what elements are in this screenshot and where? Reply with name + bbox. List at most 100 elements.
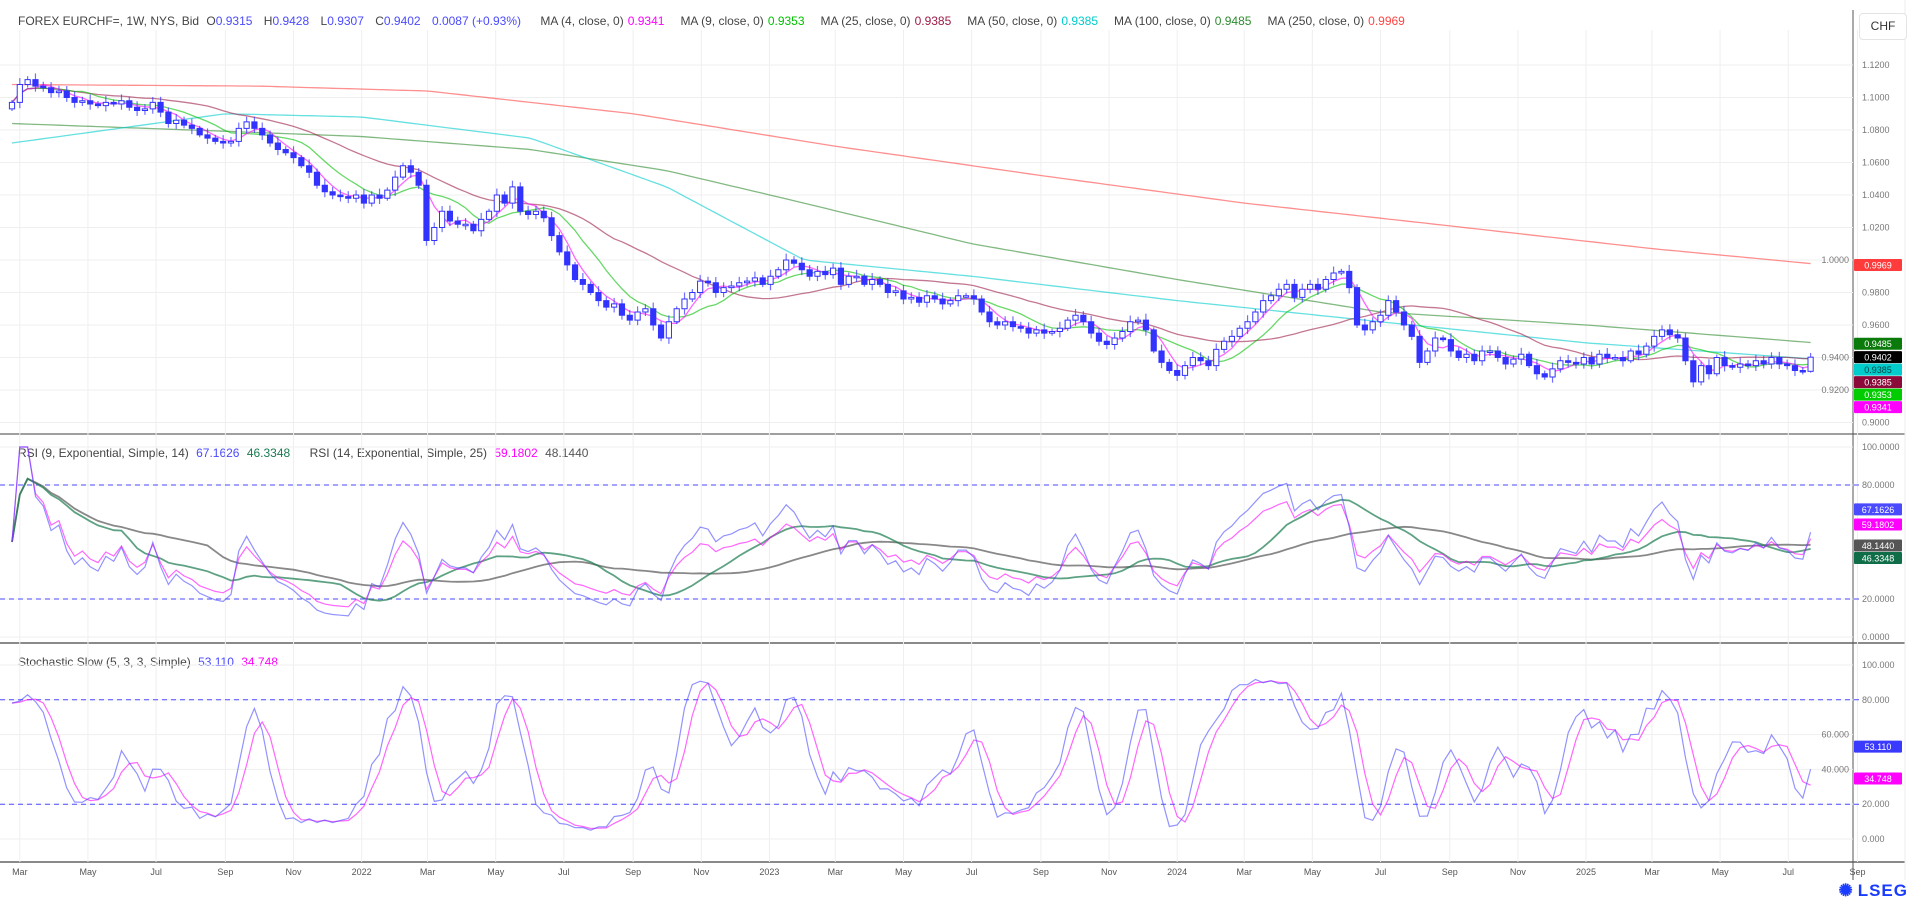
candle-body xyxy=(1705,365,1713,375)
candle-body xyxy=(1260,300,1267,313)
high-value: 0.9428 xyxy=(272,14,310,28)
price-tick-label: 1.0600 xyxy=(1862,158,1890,168)
price-badge-label: 0.9969 xyxy=(1864,261,1892,271)
candle-body xyxy=(110,101,117,105)
candle-body xyxy=(188,124,195,129)
chart-header: FOREX EURCHF=, 1W, NYS, Bid O0.9315 H0.9… xyxy=(18,14,1413,28)
candle-body xyxy=(235,127,242,142)
candle-body xyxy=(1721,357,1728,367)
candle-body xyxy=(603,300,610,308)
candle-body xyxy=(392,176,399,191)
price-value-badge xyxy=(1854,388,1902,401)
candle-body xyxy=(259,127,266,136)
candle-body xyxy=(595,292,602,302)
rsi1-signal-value: 46.3348 xyxy=(246,446,291,460)
candle-body xyxy=(806,269,813,277)
candle-body xyxy=(1369,321,1376,331)
candle-body xyxy=(1494,350,1501,358)
candle-body xyxy=(814,270,821,277)
price-tick-label: 0.9600 xyxy=(1862,320,1890,330)
candle-body xyxy=(212,137,219,142)
ma-legend-label: MA (4, close, 0) xyxy=(540,14,624,28)
price-badge-label: 0.9385 xyxy=(1864,365,1892,375)
x-tick-label: Mar xyxy=(12,867,28,877)
price-tick-label: 1.1200 xyxy=(1862,60,1890,70)
candle-body xyxy=(1025,327,1032,334)
ohlc-open: O0.9315 xyxy=(206,14,256,28)
candle-body xyxy=(1807,356,1814,372)
candle-body xyxy=(1166,361,1173,371)
candle-body xyxy=(1799,370,1806,373)
price-badge-label: 0.9402 xyxy=(1864,353,1892,363)
rsi-badge-label: 67.1626 xyxy=(1862,505,1895,515)
candle-body xyxy=(517,186,524,212)
candle-body xyxy=(1236,327,1243,337)
candle-body xyxy=(1181,365,1189,376)
x-tick-label: Sep xyxy=(1850,867,1866,877)
stoch-d-line xyxy=(11,680,1811,830)
candle-body xyxy=(1041,329,1048,334)
candle-body xyxy=(501,194,508,204)
candle-body xyxy=(63,90,70,98)
candle-body xyxy=(1768,357,1775,365)
candle-body xyxy=(196,127,203,136)
rsi14-line xyxy=(11,446,1812,608)
candle-body xyxy=(1791,365,1799,371)
candle-body xyxy=(1643,345,1650,355)
candle-body xyxy=(970,295,977,300)
candle-body xyxy=(251,121,258,129)
candle-body xyxy=(1424,350,1431,363)
x-tick-label: 2025 xyxy=(1576,867,1596,877)
candle-body xyxy=(962,295,970,298)
x-tick-label: Mar xyxy=(420,867,436,877)
x-tick-label: May xyxy=(487,867,505,877)
ma-legend-value: 0.9385 xyxy=(1061,14,1099,28)
x-tick-label: May xyxy=(79,867,97,877)
candle-body xyxy=(1088,321,1095,334)
candle-body xyxy=(1432,337,1439,352)
candle-body xyxy=(94,103,102,107)
candle-body xyxy=(493,194,500,212)
candle-body xyxy=(1221,340,1228,350)
x-tick-label: Nov xyxy=(1510,867,1527,877)
candle-body xyxy=(1064,319,1071,329)
instrument-label: FOREX EURCHF=, 1W, NYS, Bid xyxy=(18,14,200,28)
candle-body xyxy=(853,275,860,279)
candle-body xyxy=(1134,319,1142,323)
candle-body xyxy=(1416,335,1423,363)
candle-body xyxy=(55,90,63,94)
ma-legend-value: 0.9341 xyxy=(627,14,665,28)
price-value-badge xyxy=(1854,363,1902,376)
candle-body xyxy=(345,196,352,199)
x-tick-label: 2024 xyxy=(1167,867,1187,877)
stoch-tick-label: 60.000 xyxy=(1821,730,1849,740)
stoch-tick-label: 100.000 xyxy=(1862,660,1895,670)
candle-body xyxy=(1658,329,1666,337)
candle-body xyxy=(1627,350,1634,362)
candle-body xyxy=(556,235,563,253)
currency-button[interactable]: CHF xyxy=(1859,13,1907,40)
candle-body xyxy=(1760,360,1767,365)
x-tick-label: Sep xyxy=(217,867,233,877)
candle-body xyxy=(79,100,86,103)
candle-body xyxy=(1353,287,1361,326)
ma50-line xyxy=(11,113,1811,360)
candle-body xyxy=(1033,329,1040,334)
candle-body xyxy=(1197,357,1204,362)
candle-body xyxy=(767,275,774,285)
rsi2-value: 59.1802 xyxy=(494,446,538,460)
x-tick-label: Jul xyxy=(1782,867,1794,877)
candle-body xyxy=(1682,337,1689,362)
candle-body xyxy=(1580,357,1587,365)
candle-body xyxy=(1400,311,1408,326)
candle-body xyxy=(399,165,407,178)
ma-legend-value: 0.9485 xyxy=(1214,14,1252,28)
stoch-tick-label: 20.000 xyxy=(1862,799,1890,809)
ohlc-low: L0.9307 xyxy=(321,14,368,28)
candle-body xyxy=(1283,283,1290,290)
candle-body xyxy=(712,282,719,293)
candle-body xyxy=(1447,339,1454,352)
candle-body xyxy=(32,79,39,87)
lseg-logo: ✺ LSEG xyxy=(1838,881,1908,901)
